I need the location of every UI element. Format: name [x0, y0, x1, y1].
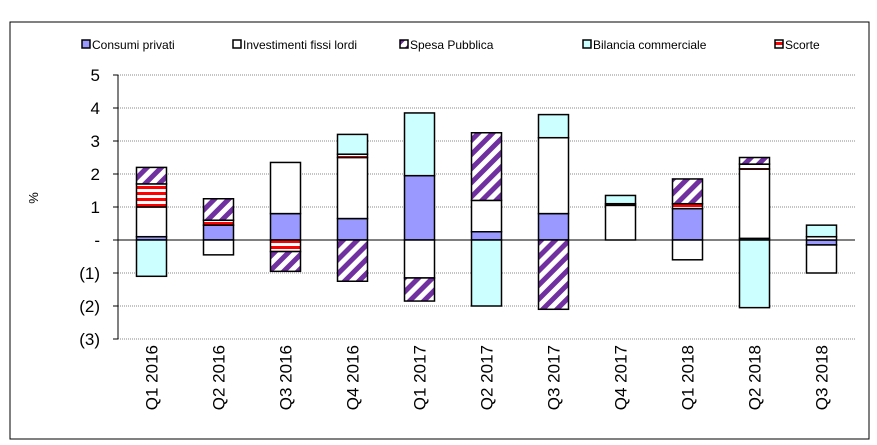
y-tick-label: (3)	[79, 330, 100, 349]
legend-swatch	[774, 39, 784, 49]
x-tick-label: Q1 2018	[679, 345, 698, 410]
x-tick-label: Q1 2016	[143, 345, 162, 410]
y-tick-label: 3	[91, 132, 100, 151]
bar-segment	[135, 183, 168, 208]
bar-segment	[269, 250, 302, 273]
bar-segment	[336, 239, 369, 282]
legend-label: Spesa Pubblica	[410, 38, 494, 52]
legend-swatch	[399, 39, 409, 49]
bar-segment	[269, 212, 302, 241]
bar-segment	[336, 133, 369, 155]
bar-segment	[604, 204, 637, 241]
bar-segment	[738, 156, 771, 165]
legend-swatch	[582, 39, 592, 49]
bar-segment	[403, 239, 436, 279]
bar-segment	[403, 112, 436, 177]
bar-segment	[738, 239, 771, 309]
bar-segment	[671, 207, 704, 241]
bar-segment	[537, 212, 570, 241]
bar-segment	[805, 244, 838, 274]
bar-segment	[738, 168, 771, 240]
bar-segment	[470, 231, 503, 241]
x-tick-label: Q4 2017	[612, 345, 631, 410]
y-axis-label: %	[26, 192, 41, 204]
bar-segment	[537, 239, 570, 311]
bar-segment	[671, 239, 704, 261]
bar-segment	[336, 156, 369, 220]
y-tick-label: (2)	[79, 297, 100, 316]
legend-label: Consumi privati	[92, 38, 175, 52]
y-tick-label: (1)	[79, 264, 100, 283]
chart-frame	[9, 21, 870, 440]
legend-label: Scorte	[785, 38, 820, 52]
x-tick-label: Q3 2018	[813, 345, 832, 410]
bar-segment	[202, 224, 235, 241]
bar-segment	[403, 174, 436, 241]
bar-segment	[671, 178, 704, 205]
x-tick-label: Q2 2016	[210, 345, 229, 410]
y-tick-label: -	[94, 231, 100, 250]
x-tick-label: Q3 2016	[277, 345, 296, 410]
bar-segment	[537, 113, 570, 139]
bar-segment	[805, 224, 838, 238]
x-tick-label: Q2 2018	[746, 345, 765, 410]
bar-segment	[604, 194, 637, 205]
x-tick-label: Q2 2017	[478, 345, 497, 410]
bar-segment	[470, 132, 503, 202]
legend-swatch	[232, 39, 242, 49]
x-tick-label: Q3 2017	[545, 345, 564, 410]
bar-segment	[470, 239, 503, 307]
bar-segment	[135, 239, 168, 278]
bar-segment	[269, 239, 302, 253]
bar-segment	[336, 217, 369, 241]
bar-segment	[202, 239, 235, 256]
x-tick-label: Q1 2017	[411, 345, 430, 410]
bar-segment	[202, 198, 235, 221]
legend-label: Investimenti fissi lordi	[243, 38, 357, 52]
bar-segment	[135, 166, 168, 185]
y-tick-label: 1	[91, 198, 100, 217]
legend-swatch	[81, 39, 91, 49]
x-tick-label: Q4 2016	[344, 345, 363, 410]
bar-segment	[269, 161, 302, 215]
bar-segment	[135, 206, 168, 238]
bar-segment	[470, 199, 503, 233]
y-tick-label: 5	[91, 66, 100, 85]
legend-label: Bilancia commerciale	[593, 38, 707, 52]
bar-segment	[403, 277, 436, 302]
bar-segment	[537, 136, 570, 215]
y-tick-label: 4	[91, 99, 100, 118]
y-tick-label: 2	[91, 165, 100, 184]
